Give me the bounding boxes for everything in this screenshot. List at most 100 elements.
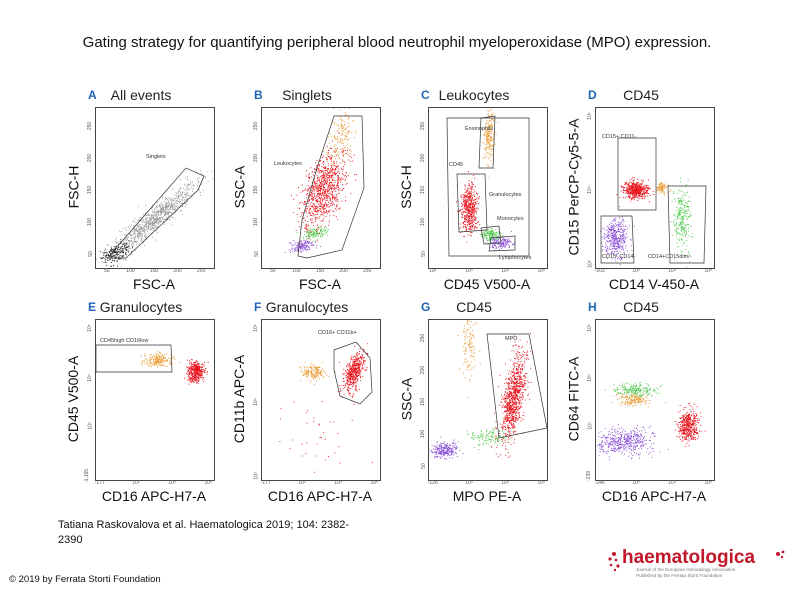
gate-label: Granulocytes [489,192,522,198]
y-axis-label: CD15 PerCP-Cy5-5-A [565,118,581,256]
figure-title: Gating strategy for quantifying peripher… [82,34,712,51]
y-tick-label: 150 [419,397,426,407]
y-tick-label: 50 [254,251,261,257]
event-cloud [600,206,636,266]
x-tick-label: 10⁴ [168,480,176,486]
event-cloud [99,170,214,267]
x-ticks: -126 10³ 10⁴ 10⁵ [428,480,546,488]
x-ticks: -177 10³ 10⁴ 10⁵ [95,480,213,488]
y-axis-label: FSC-H [65,165,81,209]
y-tick-label: 50 [421,251,428,257]
gate-label: Lymphocytes [499,255,531,261]
y-tick-label: 10³ [87,422,94,431]
panel-g: G CD45 SSC-A 50 100 150 200 250 MPO -126 10³ 1… [391,294,557,506]
scatter-plot: Singlets [95,107,215,269]
y-tick-label: 150 [419,185,426,195]
x-axis-label: CD14 V-450-A [608,276,700,292]
y-axis-label: CD45 V500-A [65,355,82,443]
event-cloud [674,402,706,447]
y-ticks: -1,165 10³ 10⁴ 10⁵ [82,319,94,483]
scatter-svg: CD45 Eosinophils Granulocytes Monocytes Lymp… [446,108,531,261]
scatter-svg: MPO [429,320,547,460]
panel-title: Leukocytes [438,87,510,103]
scatter-plot: CD16+ CD11b+ [261,319,381,481]
x-ticks: 10² 10³ 10⁴ 10⁵ [428,268,546,276]
gate-outline [488,235,516,252]
x-axis-label: CD16 APC-H7-A [267,488,373,504]
x-tick-label: 200 [339,268,348,274]
x-tick-label: 10³ [465,268,473,274]
event-cloud [611,393,667,408]
haematologica-logo: haematologica Journal of the European He… [606,540,790,580]
x-tick-label: 10³ [298,480,306,486]
y-tick-label: 200 [419,153,426,163]
panel-letter: G [421,300,431,314]
gate-label: CD16+ CD11b+ [318,330,357,336]
x-tick-label: 10⁴ [668,480,676,486]
x-axis-label: MPO PE-A [452,488,522,504]
y-ticks: 50 100 150 200 250 [248,107,260,267]
x-axis-label: FSC-A [299,276,341,292]
x-tick-label: 250 [363,268,372,274]
event-cloud [616,176,655,203]
event-cloud [284,239,322,254]
panel-e: E Granulocytes CD45 V500-A -1,165 10³ 10⁴ 1… [58,294,224,506]
y-tick-label: -1,165 [83,468,90,483]
x-tick-label: 100 [292,268,301,274]
x-tick-label: 150 [149,268,159,274]
gate-label: MPO [505,336,518,342]
logo-subline-2: Published by the Ferrata Storti Foundati… [636,573,723,578]
scatter-svg [597,382,706,461]
x-tick-label: 10³ [632,268,640,274]
gate-label: Eosinophils [465,126,493,132]
event-cloud [298,361,337,386]
gate-outline [333,341,373,405]
logo-subline-1: Journal of the European Hematology Assoc… [636,567,736,572]
event-cloud [429,436,464,460]
x-tick-label: 10⁴ [334,480,342,486]
y-tick-label: 200 [419,365,426,375]
x-tick-label: 10⁴ [668,268,676,274]
y-tick-label: 10⁴ [87,373,94,382]
y-ticks: 50 100 150 200 250 [415,107,427,267]
gate-label: CD45high CD16low [100,338,148,344]
y-ticks: 50 100 150 200 250 [82,107,94,267]
y-tick-label: 50 [421,463,428,469]
scatter-plot: CD15+ CD11- CD15- CD14- CD14+CD15dim/- [595,107,715,269]
y-axis-label-wrap: CD64 FITC-A [564,319,582,479]
gate-outline [107,167,205,259]
panel-title: CD45 [623,299,659,315]
x-tick-label: 10³ [632,480,640,486]
panel-title: Granulocytes [99,299,183,315]
panel-d: D CD45 CD15 PerCP-Cy5-5-A 10³ 10⁴ 10⁵ CD15… [558,82,724,294]
y-axis-label-wrap: CD11b APC-A [230,319,248,479]
scatter-svg: Leukocytes [274,108,365,259]
x-tick-label: 10⁵ [537,268,546,274]
y-ticks: -239 10³ 10⁴ 10⁵ [582,319,594,481]
gating-figure: A All events FSC-H 50 100 150 200 250 Single… [58,82,724,506]
event-cloud [140,350,180,368]
y-tick-label: 10³ [253,471,260,480]
y-axis-label-wrap: FSC-H [64,107,82,267]
x-tick-label: 100 [126,268,135,274]
gate-outline [667,185,707,264]
y-tick-label: 10⁴ [253,398,260,406]
y-tick-label: 10⁴ [587,186,594,194]
panel-title: Singlets [282,87,332,103]
panel-b: B Singlets SSC-A 50 100 150 200 250 Leukocyt… [224,82,390,294]
gate-outline [617,137,657,211]
scatter-plot: CD45high CD16low [95,319,215,481]
x-tick-label: -126 [427,480,438,486]
y-tick-label: 10³ [587,422,594,431]
y-axis-label-wrap: CD45 V500-A [64,319,82,479]
gate-outline [446,117,530,257]
y-tick-label: 150 [86,185,93,195]
gate-label: Singlets [146,154,166,160]
panel-letter: E [88,300,97,314]
y-ticks: 10³ 10⁴ 10⁵ [248,319,260,480]
panel-letter: B [254,88,263,102]
logo-graphic: haematologica Journal of the European He… [608,547,785,578]
event-cloud [96,240,136,267]
event-cloud [482,108,499,178]
x-axis-label: CD16 APC-H7-A [601,488,707,504]
